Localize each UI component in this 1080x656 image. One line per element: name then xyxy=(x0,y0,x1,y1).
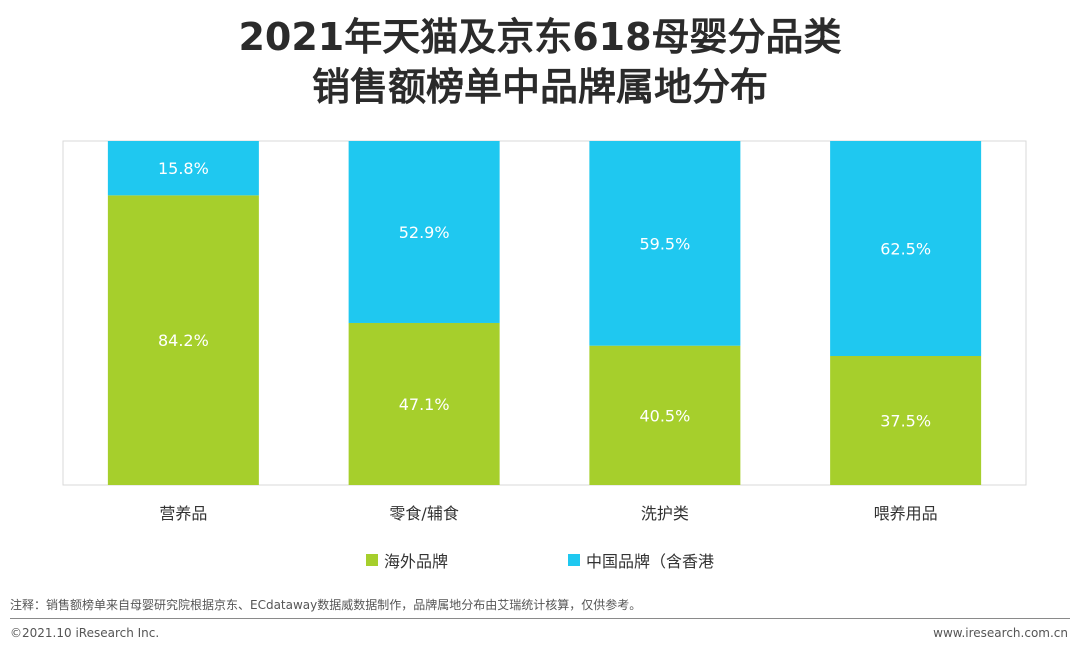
data-label-china-1: 52.9% xyxy=(399,223,450,242)
legend-swatch-overseas xyxy=(365,554,378,566)
bar-china-1 xyxy=(348,141,500,323)
title-line-1: 2021年天猫及京东618母婴分品类 xyxy=(238,15,842,59)
data-label-overseas-0: 84.2% xyxy=(158,331,209,350)
legend-swatch-china xyxy=(568,554,580,566)
bar-overseas-1 xyxy=(348,322,500,485)
bar-overseas-3 xyxy=(830,356,982,485)
legend-label-overseas: 海外品牌 xyxy=(383,552,448,571)
data-label-china-2: 59.5% xyxy=(639,234,690,253)
footer-divider xyxy=(10,618,1070,619)
bar-china-0 xyxy=(107,141,259,196)
data-label-overseas-2: 40.5% xyxy=(639,406,690,425)
data-label-overseas-1: 47.1% xyxy=(399,395,450,414)
legend-item-china: 中国品牌（含香港 xyxy=(568,548,714,572)
category-label-1: 零食/辅食 xyxy=(389,504,458,523)
chart-legend: 海外品牌 中国品牌（含香港 xyxy=(0,548,1080,572)
bar-china-2 xyxy=(589,141,741,346)
data-label-overseas-3: 37.5% xyxy=(880,412,931,431)
copyright: ©2021.10 iResearch Inc. xyxy=(10,626,160,640)
website-url: www.iresearch.com.cn xyxy=(933,626,1068,640)
bar-china-3 xyxy=(830,141,982,356)
category-label-0: 营养品 xyxy=(159,504,207,523)
page-title: 2021年天猫及京东618母婴分品类 销售额榜单中品牌属地分布 xyxy=(0,12,1080,112)
bar-overseas-2 xyxy=(589,345,741,485)
data-label-china-0: 15.8% xyxy=(158,159,209,178)
category-label-2: 洗护类 xyxy=(641,504,689,523)
data-label-china-3: 62.5% xyxy=(880,240,931,259)
legend-label-china: 中国品牌（含香港 xyxy=(586,552,715,571)
footnote: 注释：销售额榜单来自母婴研究院根据京东、ECdataway数据威数据制作，品牌属… xyxy=(10,598,642,612)
legend-item-overseas: 海外品牌 xyxy=(365,548,448,572)
plot-area xyxy=(62,140,1027,486)
title-line-2: 销售额榜单中品牌属地分布 xyxy=(311,65,768,109)
bar-overseas-0 xyxy=(107,195,259,486)
category-label-3: 喂养用品 xyxy=(874,504,938,523)
